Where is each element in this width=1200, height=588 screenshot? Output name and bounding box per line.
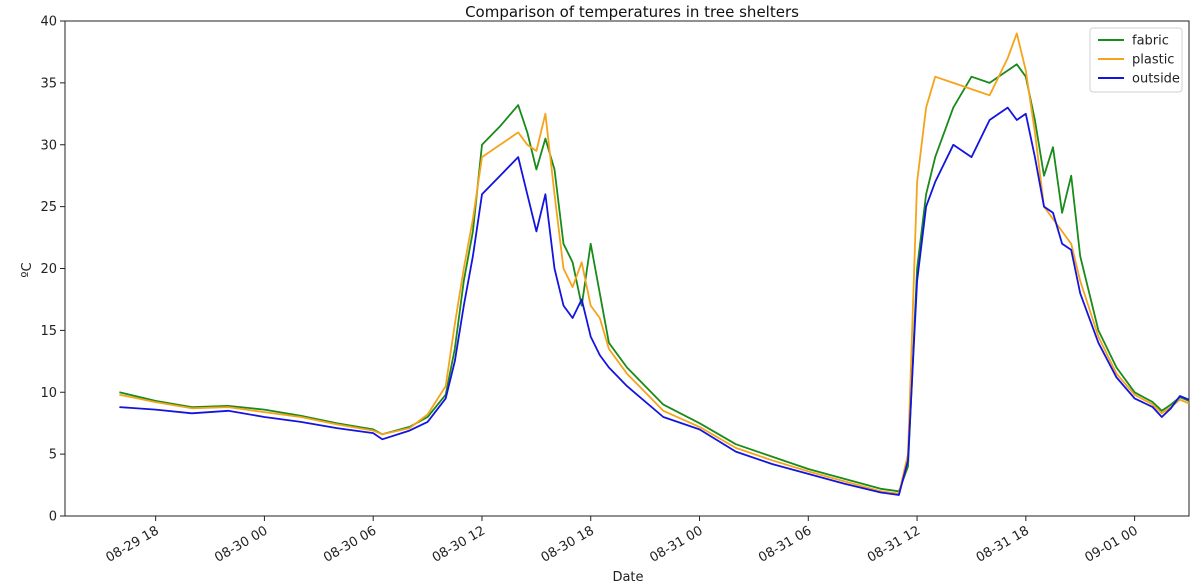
x-axis-label: Date bbox=[612, 570, 643, 585]
x-tick-label: 08-31 06 bbox=[756, 523, 814, 565]
y-tick-label: 0 bbox=[49, 510, 57, 525]
series-line-outside bbox=[119, 106, 1190, 496]
legend: fabric plastic outside bbox=[1089, 27, 1183, 93]
y-tick-label: 10 bbox=[40, 386, 57, 401]
plot-frame bbox=[64, 20, 1190, 517]
x-tick-label: 09-01 00 bbox=[1082, 523, 1140, 565]
x-tick-label: 08-31 18 bbox=[974, 523, 1032, 565]
y-tick-label: 35 bbox=[40, 76, 57, 91]
legend-label-outside: outside bbox=[1132, 72, 1180, 87]
legend-label-fabric: fabric bbox=[1132, 34, 1169, 49]
y-tick-label: 30 bbox=[40, 138, 57, 153]
x-tick-label: 08-31 00 bbox=[647, 523, 705, 565]
x-tick-label: 08-30 18 bbox=[539, 523, 597, 565]
y-tick-label: 5 bbox=[49, 448, 57, 463]
legend-box bbox=[1089, 27, 1183, 93]
x-tick-label: 08-30 12 bbox=[430, 523, 488, 565]
y-tick-label: 15 bbox=[40, 324, 57, 339]
x-tick-label: 08-29 18 bbox=[104, 523, 162, 565]
y-tick-label: 40 bbox=[40, 15, 57, 30]
chart-title: Comparison of temperatures in tree shelt… bbox=[465, 3, 799, 21]
series-line-fabric bbox=[119, 63, 1190, 493]
y-tick-label: 20 bbox=[40, 262, 57, 277]
y-axis-label: ºC bbox=[20, 262, 35, 277]
x-tick-label: 08-30 00 bbox=[212, 523, 270, 565]
x-tick-label: 08-31 12 bbox=[865, 523, 923, 565]
x-tick-label: 08-30 06 bbox=[321, 523, 379, 565]
series-lines bbox=[119, 32, 1190, 496]
x-axis: 08-29 18 08-30 00 08-30 06 08-30 12 08-30 18… bbox=[104, 516, 1141, 566]
y-tick-label: 25 bbox=[40, 200, 57, 215]
series-line-plastic bbox=[119, 32, 1190, 495]
y-axis: 0 5 10 15 20 25 30 35 40 bbox=[40, 15, 65, 525]
legend-label-plastic: plastic bbox=[1132, 53, 1174, 68]
